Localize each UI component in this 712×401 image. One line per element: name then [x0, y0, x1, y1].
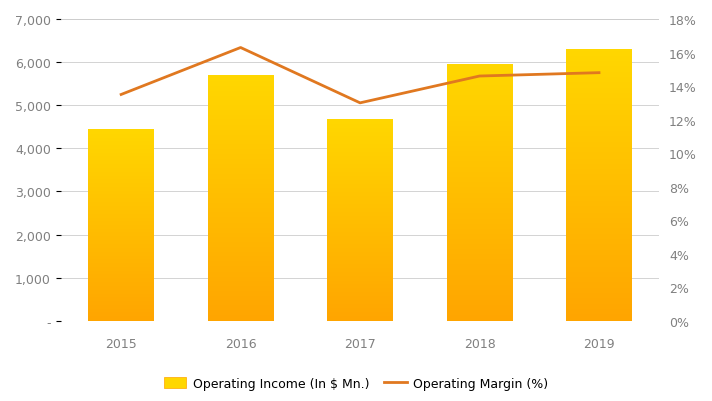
Legend: Operating Income (In $ Mn.), Operating Margin (%): Operating Income (In $ Mn.), Operating M…: [159, 372, 553, 395]
